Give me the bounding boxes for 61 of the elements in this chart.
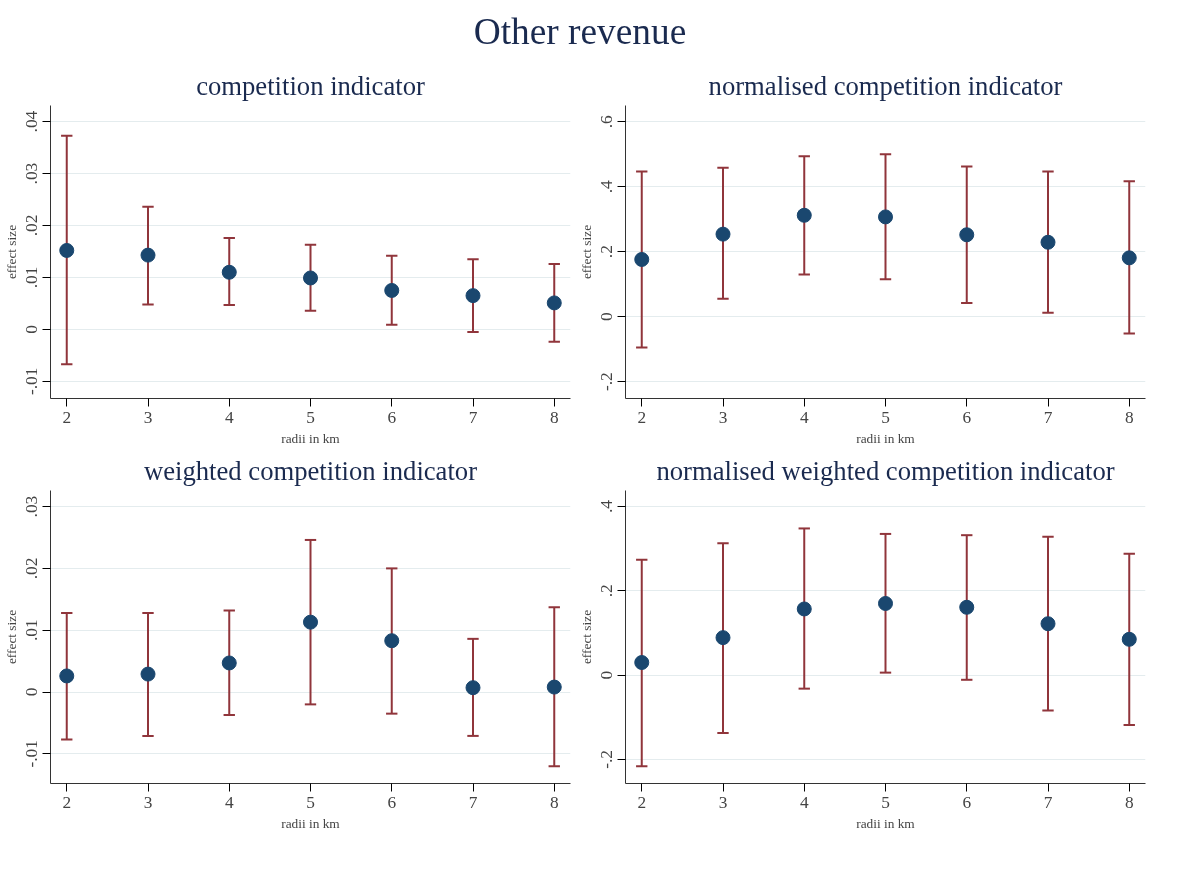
x-tick-label: 7 — [1043, 407, 1053, 427]
y-tick-label: .02 — [22, 214, 42, 237]
y-tick-label: 0 — [22, 325, 42, 335]
x-tick-label: 5 — [881, 407, 890, 427]
chart-title: competition indicator — [196, 70, 425, 101]
x-tick-label: 6 — [962, 792, 972, 812]
x-tick-label: 6 — [387, 792, 397, 812]
y-tick-label: 0 — [597, 671, 617, 680]
y-axis-title: effect size — [3, 610, 19, 665]
y-axis-title: effect size — [578, 225, 594, 280]
x-tick-label: 7 — [468, 792, 478, 812]
x-tick-label: 5 — [881, 792, 890, 812]
x-tick-label: 8 — [549, 792, 559, 812]
y-tick-label: .2 — [597, 245, 617, 259]
y-tick-label: .03 — [22, 163, 42, 185]
y-tick-label: .2 — [597, 584, 617, 598]
y-tick-label: .4 — [597, 500, 617, 514]
x-tick-label: 8 — [549, 407, 559, 427]
x-tick-label: 2 — [637, 407, 647, 427]
y-tick-label: -.01 — [22, 367, 42, 396]
x-tick-label: 6 — [387, 407, 397, 427]
x-tick-label: 2 — [62, 407, 72, 427]
x-tick-label: 5 — [306, 792, 315, 812]
y-tick-label: -.2 — [597, 372, 617, 392]
y-axis-title: effect size — [578, 610, 594, 665]
x-axis-title: radii in km — [281, 815, 341, 831]
y-tick-label: 0 — [22, 687, 42, 697]
y-tick-label: 0 — [597, 312, 617, 322]
x-tick-label: 4 — [799, 792, 809, 812]
y-tick-label: .03 — [22, 496, 42, 518]
y-tick-label: .6 — [597, 115, 617, 129]
y-tick-label: .01 — [22, 266, 42, 289]
x-tick-label: 2 — [637, 792, 647, 812]
x-axis-title: radii in km — [856, 430, 916, 446]
x-tick-label: 3 — [718, 407, 728, 427]
x-tick-label: 7 — [1043, 792, 1053, 812]
y-axis-title: effect size — [3, 225, 19, 280]
chart-title: normalised competition indicator — [708, 70, 1063, 101]
x-tick-label: 4 — [799, 407, 809, 427]
x-tick-label: 3 — [143, 792, 153, 812]
y-tick-label: -.2 — [597, 750, 617, 770]
y-tick-label: .04 — [22, 110, 42, 133]
x-tick-label: 2 — [62, 792, 72, 812]
x-tick-label: 5 — [306, 407, 315, 427]
x-tick-label: 4 — [224, 407, 234, 427]
x-tick-label: 8 — [1124, 407, 1134, 427]
chart-title: weighted competition indicator — [143, 455, 478, 486]
y-tick-label: .02 — [22, 557, 42, 580]
x-tick-label: 6 — [962, 407, 972, 427]
y-tick-label: .4 — [597, 180, 617, 194]
chart-title: normalised weighted competition indicator — [656, 455, 1115, 486]
y-tick-label: .01 — [22, 619, 42, 642]
x-axis-title: radii in km — [281, 430, 341, 446]
text: Other revenue — [473, 10, 687, 54]
x-tick-label: 4 — [224, 792, 234, 812]
x-tick-label: 8 — [1124, 792, 1134, 812]
x-tick-label: 3 — [143, 407, 153, 427]
x-axis-title: radii in km — [856, 815, 916, 831]
x-tick-label: 3 — [718, 792, 728, 812]
x-tick-label: 7 — [468, 407, 478, 427]
y-tick-label: -.01 — [22, 740, 42, 768]
